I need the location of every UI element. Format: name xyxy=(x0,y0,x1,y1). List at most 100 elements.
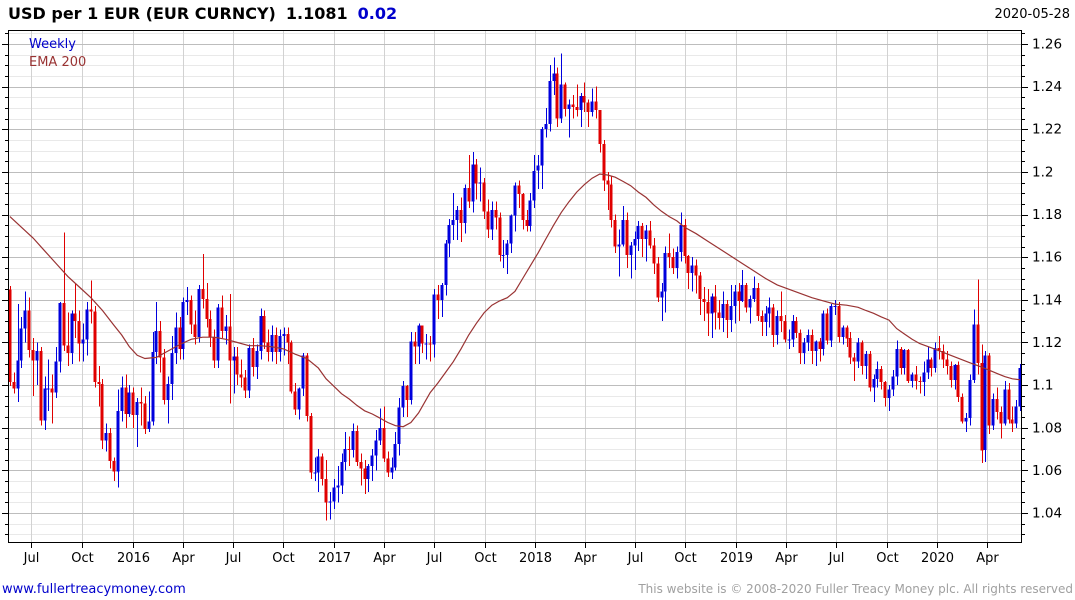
candle-body xyxy=(717,312,721,318)
candle-body xyxy=(232,356,236,361)
candle-body xyxy=(609,184,613,220)
candle-body xyxy=(552,73,556,82)
grid-minor-layer xyxy=(8,33,1022,535)
candle-body xyxy=(104,433,108,441)
candle-body xyxy=(181,302,185,349)
candle-body xyxy=(259,315,263,351)
y-tick-label: 1.08 xyxy=(1032,420,1062,436)
candle-body xyxy=(594,101,598,110)
candle-body xyxy=(224,326,228,331)
y-tick-label: 1.26 xyxy=(1032,36,1062,52)
candle-body xyxy=(980,362,984,451)
ema-line xyxy=(9,173,1021,428)
candle-body xyxy=(444,243,448,285)
y-tick-label: 1.1 xyxy=(1032,378,1053,394)
candle-body xyxy=(544,123,548,130)
candle-body xyxy=(733,291,737,307)
candle-body xyxy=(316,456,320,473)
candle-body xyxy=(567,104,571,109)
candle-body xyxy=(1018,367,1022,407)
candle-body xyxy=(447,225,451,244)
candle-body xyxy=(767,307,771,314)
candle-body xyxy=(598,110,602,145)
candle-body xyxy=(478,182,482,184)
candle-body xyxy=(810,335,814,351)
candle-body xyxy=(297,388,301,410)
ema-legend-label: EMA 200 xyxy=(29,55,87,70)
candle-body xyxy=(77,321,81,344)
candle-body xyxy=(606,180,610,185)
candle-body xyxy=(737,291,741,301)
candle-body xyxy=(937,347,941,351)
candle-body xyxy=(328,501,332,503)
candle-body xyxy=(270,335,274,353)
candle-body xyxy=(906,350,910,381)
website-link[interactable]: www.fullertreacymoney.com xyxy=(2,582,186,597)
candle-body xyxy=(532,170,536,201)
candle-body xyxy=(683,225,687,257)
candle-body xyxy=(590,101,594,113)
candle-body xyxy=(235,356,239,375)
candle-body xyxy=(351,431,355,451)
candle-body xyxy=(501,255,505,256)
candle-body xyxy=(983,355,987,451)
candle-body xyxy=(872,378,876,388)
candle-body xyxy=(70,313,74,354)
candle-body xyxy=(914,374,918,381)
candle-body xyxy=(266,342,270,353)
candle-body xyxy=(23,310,27,329)
candle-body xyxy=(783,321,787,340)
candle-body xyxy=(525,219,529,227)
candle-body xyxy=(97,382,101,385)
candle-body xyxy=(798,332,802,354)
candle-body xyxy=(440,284,444,300)
candle-body xyxy=(617,244,621,247)
candle-body xyxy=(941,351,945,360)
candle-body xyxy=(825,313,829,341)
candle-body xyxy=(89,309,93,312)
candle-body xyxy=(185,299,189,302)
candle-body xyxy=(467,187,471,202)
candle-body xyxy=(575,106,579,110)
candle-body xyxy=(490,210,494,230)
candle-body xyxy=(19,328,23,361)
chart-date: 2020-05-28 xyxy=(994,7,1070,22)
candle-body xyxy=(571,104,575,107)
candle-body xyxy=(563,84,567,109)
candle-body xyxy=(289,342,293,392)
candle-body xyxy=(451,219,455,226)
candle-body xyxy=(162,357,166,401)
candle-body xyxy=(1003,389,1007,424)
x-tick-label: Oct xyxy=(474,551,496,566)
candle-body xyxy=(991,399,995,426)
candle-body xyxy=(953,364,957,380)
candle-body xyxy=(779,315,783,322)
candle-body xyxy=(390,467,394,473)
candle-body xyxy=(791,321,795,340)
candle-body xyxy=(902,350,906,369)
last-price: 1.1081 xyxy=(285,4,348,23)
candle-body xyxy=(147,421,151,429)
candle-body xyxy=(987,355,991,426)
candle-body xyxy=(821,313,825,349)
candle-body xyxy=(216,307,220,361)
plot-frame xyxy=(8,30,1022,543)
y-axis-labels: 1.04 1.06 1.08 1.1 1.12 1.14 1.16 1.18 1.2 1.22 1.… xyxy=(1032,36,1062,521)
candle-body xyxy=(883,382,887,398)
x-axis-labels: Jul Oct 2016 Apr Jul Oct 2017 Apr Jul Oct 2018 Apr J… xyxy=(23,551,1000,566)
candle-body xyxy=(910,374,914,381)
candle-body xyxy=(663,252,667,292)
candle-body xyxy=(679,225,683,252)
candle-body xyxy=(27,310,31,350)
candle-body xyxy=(968,379,972,419)
candle-body xyxy=(686,256,690,274)
candle-body xyxy=(852,357,856,362)
candle-body xyxy=(170,353,174,385)
candle-body xyxy=(528,200,532,227)
candle-body xyxy=(471,164,475,202)
candle-body xyxy=(370,455,374,467)
candle-body xyxy=(895,348,899,377)
candle-body xyxy=(112,460,116,472)
candle-body xyxy=(918,380,922,382)
